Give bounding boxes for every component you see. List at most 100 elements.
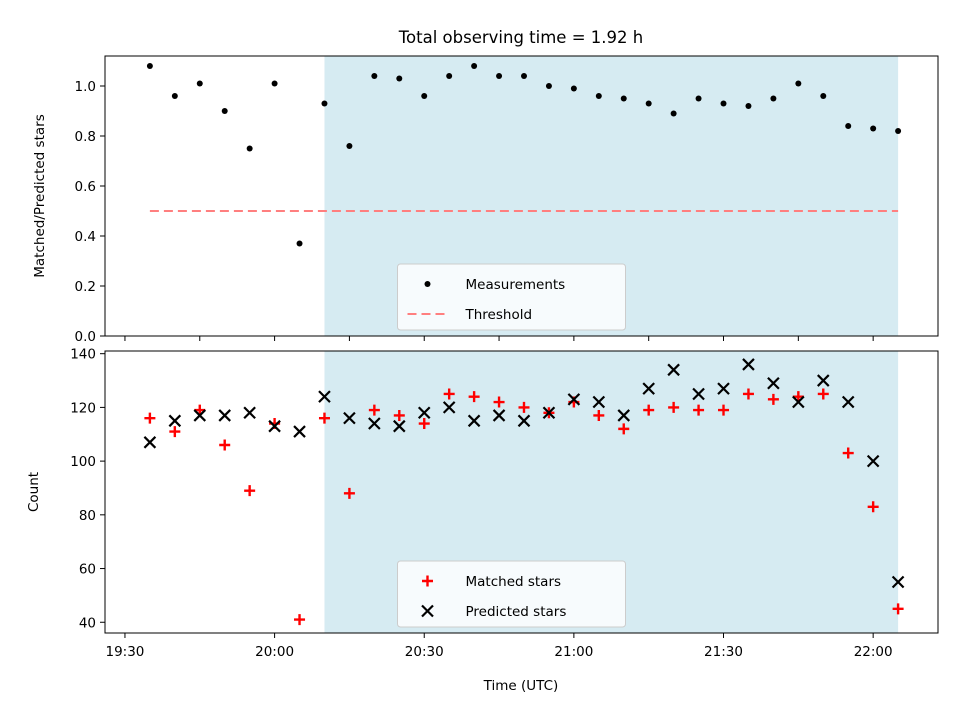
- x-tick-label: 20:30: [405, 644, 444, 660]
- matched-star-point: [493, 396, 505, 408]
- measurement-point: [570, 85, 577, 92]
- predicted-star-point: [767, 376, 780, 390]
- x-tick-label: 19:30: [105, 644, 144, 660]
- measurement-point: [595, 93, 602, 99]
- x-tick-label: 20:00: [255, 644, 294, 660]
- measurement-point: [870, 125, 877, 132]
- predicted-star-point: [268, 419, 281, 433]
- measurement-point: [146, 63, 153, 69]
- measurement-point: [471, 63, 478, 69]
- matched-star-point: [792, 391, 804, 403]
- plot-frame: [104, 350, 939, 634]
- plot-frame: [104, 55, 939, 337]
- legend-label: Measurements: [466, 277, 566, 293]
- predicted-star-point: [442, 401, 456, 414]
- measurement-point: [296, 240, 303, 247]
- ratio-panel: 0.0 0.2 0.4 0.6 0.8 1.0 Matched/Predicted star…: [32, 55, 939, 345]
- legend-label: Threshold: [465, 307, 533, 323]
- matched-star-point: [169, 426, 181, 438]
- y-tick-label: 40: [79, 615, 96, 631]
- matched-star-point: [718, 404, 730, 416]
- measurement-point: [221, 108, 228, 114]
- predicted-star-point: [293, 425, 306, 438]
- predicted-star-point: [617, 409, 631, 422]
- y-tick-label: 0.4: [75, 229, 96, 245]
- measurement-point: [670, 110, 677, 117]
- measurement-point: [545, 83, 552, 89]
- legend-marker-predicted: [421, 604, 434, 618]
- predicted-star-point: [168, 414, 182, 428]
- predicted-star-point: [517, 414, 531, 428]
- predicted-star-point: [492, 409, 506, 422]
- predicted-star-point: [417, 406, 431, 420]
- y-axis-label: Count: [26, 472, 42, 512]
- predicted-star-point: [143, 436, 157, 449]
- matched-star-point: [468, 391, 480, 403]
- matched-star-point: [892, 603, 904, 615]
- predicted-star-point: [193, 409, 207, 422]
- x-tick-label: 22:00: [854, 644, 893, 660]
- measurement-point: [770, 95, 777, 102]
- predicted-star-point: [667, 363, 680, 377]
- matched-star-point: [244, 485, 256, 497]
- predicted-star-point: [891, 575, 905, 589]
- y-tick-label: 1.0: [75, 79, 96, 95]
- matched-star-point: [518, 401, 530, 413]
- matched-star-point: [767, 393, 779, 405]
- predicted-star-point: [343, 411, 356, 425]
- measurement-point: [795, 80, 802, 87]
- x-tick-label: 21:30: [704, 644, 743, 660]
- y-axis-label: Matched/Predicted stars: [32, 114, 48, 277]
- y-tick-label: 0.8: [75, 129, 96, 145]
- measurement-point: [520, 73, 527, 79]
- measurement-point: [321, 100, 328, 107]
- predicted-star-point: [567, 393, 581, 406]
- predicted-star-point: [218, 409, 231, 422]
- predicted-star-point: [792, 395, 805, 409]
- legend-marker-measurements: [424, 281, 431, 287]
- matched-star-point: [618, 423, 630, 435]
- matched-star-point: [867, 501, 879, 513]
- matched-star-point: [368, 404, 380, 416]
- predicted-star-point: [742, 358, 755, 371]
- predicted-star-point: [467, 414, 481, 428]
- matched-star-point: [343, 487, 355, 499]
- predicted-star-point: [692, 387, 705, 401]
- matched-star-point: [443, 388, 455, 400]
- measurement-point: [171, 93, 178, 99]
- predicted-star-point: [393, 419, 406, 433]
- legend-box: [397, 560, 626, 628]
- x-axis-label: Time (UTC): [483, 678, 559, 694]
- measurement-point: [246, 145, 253, 152]
- measurement-point: [720, 100, 727, 107]
- measurement-point: [446, 73, 453, 79]
- matched-star-point: [842, 447, 854, 459]
- measurement-point: [895, 128, 902, 134]
- y-tick-label: 140: [70, 347, 96, 363]
- matched-star-point: [393, 409, 405, 421]
- legend-box: [397, 263, 626, 331]
- legend: Measurements Threshold: [397, 263, 626, 331]
- measurement-point: [271, 80, 278, 87]
- matched-star-point: [294, 614, 306, 626]
- matched-star-point: [318, 412, 330, 424]
- measurement-point: [745, 103, 752, 109]
- matched-star-point: [418, 418, 430, 430]
- y-tick-label: 0.6: [75, 179, 96, 195]
- measurement-point: [346, 143, 353, 149]
- predicted-star-point: [243, 406, 256, 420]
- predicted-star-point: [368, 417, 381, 430]
- matched-star-point: [693, 404, 705, 416]
- y-tick-label: 100: [70, 454, 96, 470]
- count-panel: 40 60 80 100 120 140 19:30 20:00 20:30 21:00 21:30…: [26, 347, 939, 660]
- matched-star-point: [144, 412, 156, 424]
- measurement-point: [421, 93, 428, 99]
- measurement-point: [371, 73, 378, 79]
- measurement-point: [496, 73, 503, 79]
- y-tick-label: 0.2: [75, 279, 96, 295]
- matched-star-point: [817, 388, 829, 400]
- predicted-star-point: [592, 395, 606, 409]
- matched-star-point: [219, 439, 231, 451]
- legend-label: Predicted stars: [466, 604, 567, 620]
- figure-title: Total observing time = 1.92 h: [398, 28, 643, 47]
